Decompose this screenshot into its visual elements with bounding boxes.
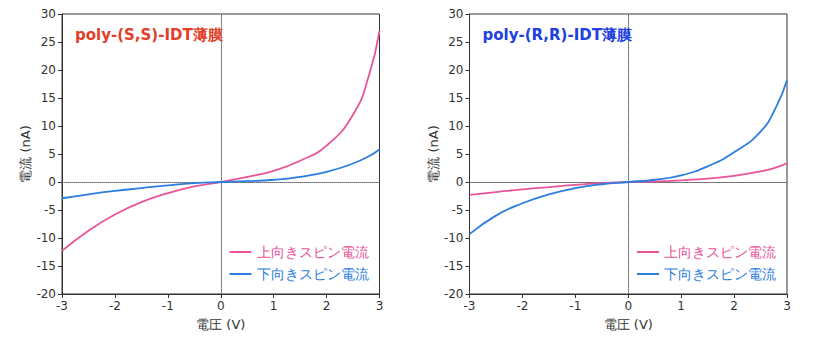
- svg-text:30: 30: [448, 7, 463, 21]
- svg-text:-1: -1: [569, 299, 581, 313]
- svg-text:電圧 (V): 電圧 (V): [196, 317, 245, 332]
- svg-text:25: 25: [41, 35, 56, 49]
- svg-text:15: 15: [448, 91, 463, 105]
- svg-text:20: 20: [448, 63, 463, 77]
- svg-text:-2: -2: [516, 299, 528, 313]
- svg-text:5: 5: [456, 147, 464, 161]
- svg-text:15: 15: [41, 91, 56, 105]
- svg-text:-3: -3: [464, 299, 476, 313]
- svg-text:1: 1: [677, 299, 685, 313]
- svg-text:3: 3: [783, 299, 791, 313]
- svg-text:0: 0: [624, 299, 632, 313]
- svg-text:下向きスピン電流: 下向きスピン電流: [664, 266, 776, 282]
- svg-text:2: 2: [323, 299, 331, 313]
- svg-text:-15: -15: [444, 259, 464, 273]
- svg-text:上向きスピン電流: 上向きスピン電流: [664, 244, 776, 260]
- svg-text:3: 3: [376, 299, 384, 313]
- svg-text:-1: -1: [162, 299, 174, 313]
- svg-text:-10: -10: [444, 231, 464, 245]
- svg-text:5: 5: [48, 147, 56, 161]
- svg-text:電圧 (V): 電圧 (V): [604, 317, 653, 332]
- svg-text:-5: -5: [44, 203, 56, 217]
- svg-text:電流 (nA): 電流 (nA): [18, 125, 33, 182]
- svg-text:1: 1: [270, 299, 278, 313]
- svg-text:上向きスピン電流: 上向きスピン電流: [257, 244, 369, 260]
- svg-text:poly-(S,S)-IDT薄膜: poly-(S,S)-IDT薄膜: [75, 26, 223, 44]
- svg-text:25: 25: [448, 35, 463, 49]
- svg-text:0: 0: [48, 175, 56, 189]
- svg-text:2: 2: [730, 299, 738, 313]
- svg-text:-20: -20: [36, 287, 56, 301]
- svg-text:電流 (nA): 電流 (nA): [426, 125, 441, 182]
- svg-text:0: 0: [217, 299, 225, 313]
- svg-text:-20: -20: [444, 287, 464, 301]
- svg-text:0: 0: [456, 175, 464, 189]
- svg-text:-5: -5: [452, 203, 464, 217]
- svg-text:-2: -2: [109, 299, 121, 313]
- svg-text:下向きスピン電流: 下向きスピン電流: [257, 266, 369, 282]
- svg-text:20: 20: [41, 63, 56, 77]
- svg-text:10: 10: [41, 119, 56, 133]
- svg-text:-15: -15: [36, 259, 56, 273]
- svg-text:-3: -3: [56, 299, 68, 313]
- svg-text:poly-(R,R)-IDT薄膜: poly-(R,R)-IDT薄膜: [483, 26, 632, 44]
- svg-text:10: 10: [448, 119, 463, 133]
- svg-text:-10: -10: [36, 231, 56, 245]
- svg-text:30: 30: [41, 7, 56, 21]
